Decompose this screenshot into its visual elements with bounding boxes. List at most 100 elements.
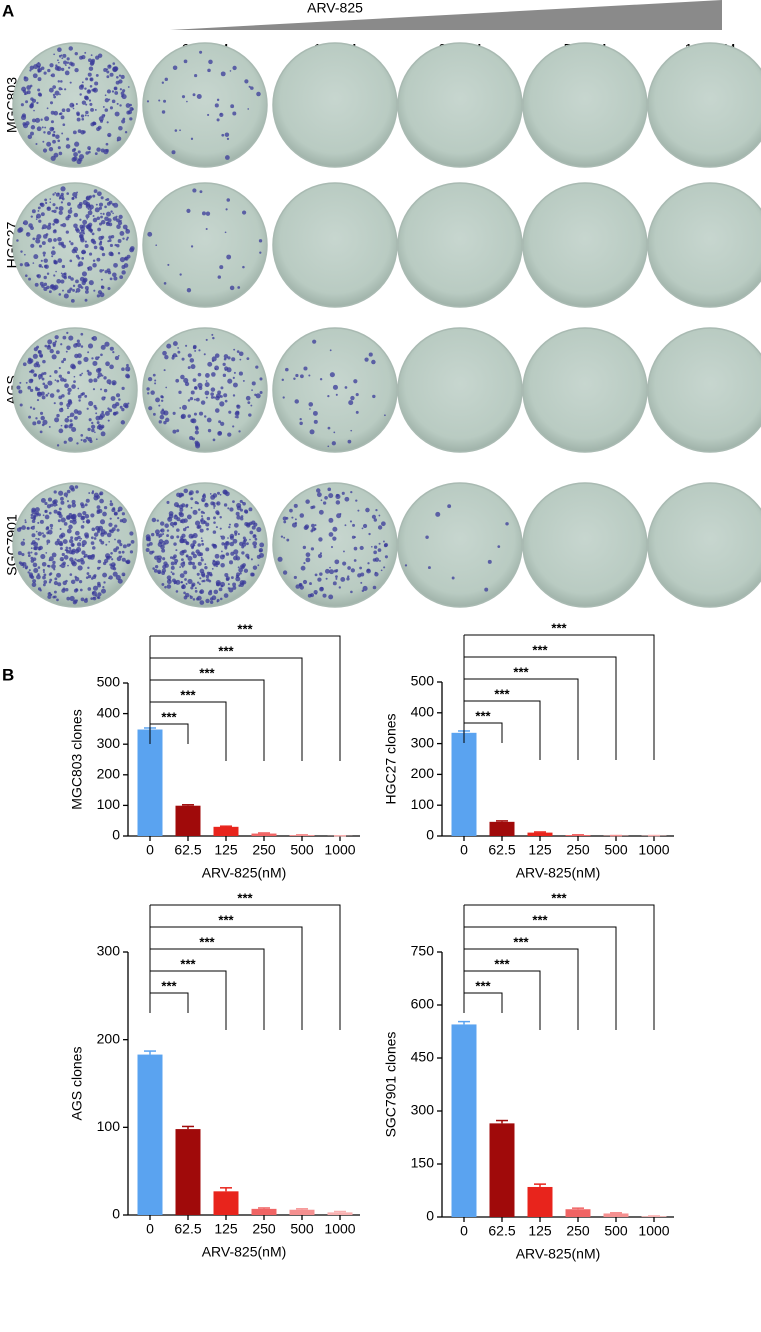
colony xyxy=(56,538,60,542)
colony xyxy=(92,591,95,595)
colony xyxy=(55,134,60,139)
colony xyxy=(250,558,253,561)
colony xyxy=(335,577,338,580)
colony xyxy=(111,527,116,532)
colony xyxy=(43,573,47,577)
colony xyxy=(37,209,40,212)
colony xyxy=(58,490,64,496)
colony xyxy=(194,500,198,505)
colony xyxy=(100,431,106,437)
colony xyxy=(54,340,57,343)
colony xyxy=(258,548,264,553)
colony xyxy=(39,589,42,592)
colony xyxy=(112,62,116,65)
colony xyxy=(112,382,116,385)
colony xyxy=(68,546,72,550)
colony xyxy=(101,252,106,257)
colony xyxy=(92,585,99,591)
colony xyxy=(39,519,44,524)
colony xyxy=(295,373,299,378)
colony xyxy=(160,528,165,533)
y-tick-label: 500 xyxy=(97,674,121,690)
colony xyxy=(253,545,257,549)
colony xyxy=(19,381,22,384)
colony xyxy=(36,101,39,105)
colony xyxy=(102,585,105,589)
colony xyxy=(68,46,73,51)
colony xyxy=(251,381,256,386)
colony xyxy=(200,571,206,577)
colony xyxy=(63,60,68,65)
x-tick-label: 250 xyxy=(252,1221,276,1237)
colony xyxy=(176,517,181,522)
colony xyxy=(282,570,288,575)
colony xyxy=(332,384,338,390)
colony xyxy=(109,563,112,566)
colony xyxy=(295,584,300,589)
colony xyxy=(211,372,216,377)
colony xyxy=(207,428,212,433)
colony xyxy=(60,186,66,192)
colony xyxy=(224,399,228,403)
colony xyxy=(68,549,74,555)
colony xyxy=(35,238,41,244)
colony xyxy=(187,578,193,585)
colony xyxy=(289,508,293,513)
colony xyxy=(329,372,335,378)
colony xyxy=(188,492,193,496)
colony xyxy=(74,576,80,582)
colony xyxy=(81,257,85,260)
colony xyxy=(47,206,50,210)
colony xyxy=(104,94,107,97)
colony xyxy=(204,382,210,388)
colony xyxy=(236,572,241,577)
colony xyxy=(60,272,63,275)
colony xyxy=(80,557,84,562)
colony xyxy=(72,130,77,135)
colony xyxy=(20,541,26,546)
colony xyxy=(71,499,76,504)
colony xyxy=(28,378,34,384)
x-axis-label: ARV-825(nM) xyxy=(516,865,601,881)
colony xyxy=(54,540,60,546)
y-tick-label: 100 xyxy=(97,1118,121,1134)
colony xyxy=(102,212,105,215)
colony xyxy=(94,431,96,434)
colony xyxy=(122,89,126,93)
colony xyxy=(164,585,167,589)
colony xyxy=(344,386,348,389)
colony xyxy=(305,557,311,563)
colony xyxy=(109,346,114,351)
colony xyxy=(214,103,219,108)
colony xyxy=(37,521,40,524)
colony xyxy=(327,487,332,492)
colony xyxy=(113,202,119,208)
colony xyxy=(249,530,254,535)
colony xyxy=(236,515,241,520)
colony xyxy=(100,588,106,594)
colony xyxy=(344,496,350,502)
colony xyxy=(37,537,40,541)
colony xyxy=(80,438,83,442)
colony xyxy=(119,104,122,107)
colony xyxy=(351,535,356,539)
colony xyxy=(49,201,52,204)
colony xyxy=(329,566,331,569)
colony xyxy=(201,517,204,520)
colony xyxy=(97,581,101,586)
colony xyxy=(49,198,52,200)
colony xyxy=(286,538,290,542)
colony xyxy=(166,529,170,532)
colony xyxy=(69,595,75,602)
colony xyxy=(185,344,188,347)
colony xyxy=(17,228,23,233)
colony xyxy=(201,579,204,583)
colony xyxy=(199,600,205,605)
colony xyxy=(384,555,388,559)
colony xyxy=(152,373,156,377)
colony xyxy=(115,546,120,550)
colony xyxy=(36,398,40,402)
colony xyxy=(327,445,330,448)
colony xyxy=(314,573,318,577)
colony xyxy=(157,569,162,574)
